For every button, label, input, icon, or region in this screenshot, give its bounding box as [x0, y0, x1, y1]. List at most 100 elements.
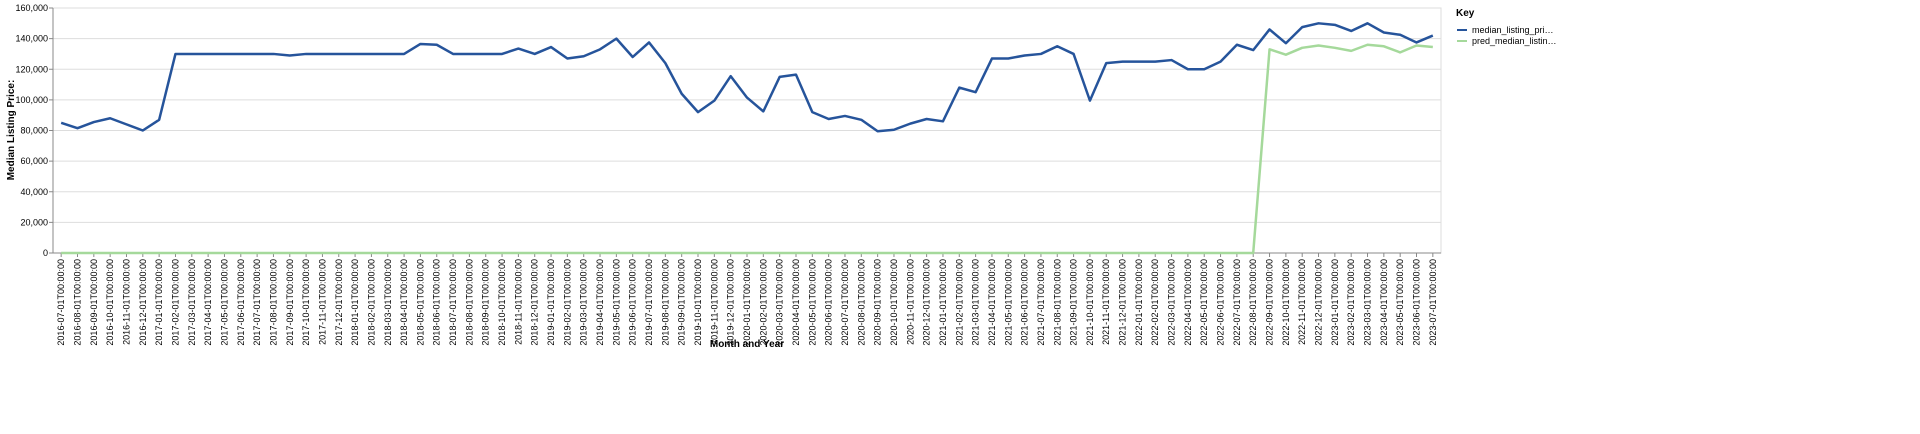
x-tick-label: 2023-05-01T00:00:00 [1395, 259, 1405, 346]
x-tick-label: 2022-01-01T00:00:00 [1134, 259, 1144, 346]
x-tick-label: 2020-02-01T00:00:00 [758, 259, 768, 346]
x-tick-label: 2022-08-01T00:00:00 [1248, 259, 1258, 346]
x-tick-label: 2017-09-01T00:00:00 [285, 259, 295, 346]
x-tick-label: 2022-11-01T00:00:00 [1297, 259, 1307, 345]
y-tick-label: 60,000 [20, 156, 48, 166]
x-tick-label: 2018-04-01T00:00:00 [399, 259, 409, 346]
x-tick-label: 2018-10-01T00:00:00 [497, 259, 507, 346]
x-tick-label: 2017-05-01T00:00:00 [219, 259, 229, 346]
x-tick-label: 2017-08-01T00:00:00 [268, 259, 278, 346]
x-tick-label: 2017-03-01T00:00:00 [187, 259, 197, 346]
x-tick-label: 2023-02-01T00:00:00 [1346, 259, 1356, 346]
x-tick-label: 2016-08-01T00:00:00 [72, 259, 82, 346]
x-tick-label: 2019-08-01T00:00:00 [660, 259, 670, 346]
x-tick-label: 2018-12-01T00:00:00 [530, 259, 540, 346]
x-tick-label: 2016-12-01T00:00:00 [138, 259, 148, 346]
x-tick-label: 2021-06-01T00:00:00 [1020, 259, 1030, 346]
x-tick-label: 2021-02-01T00:00:00 [954, 259, 964, 346]
x-tick-label: 2021-12-01T00:00:00 [1118, 259, 1128, 346]
x-tick-label: 2018-01-01T00:00:00 [350, 259, 360, 346]
x-tick-label: 2017-12-01T00:00:00 [334, 259, 344, 346]
y-tick-label: 0 [43, 248, 48, 258]
x-tick-label: 2020-09-01T00:00:00 [873, 259, 883, 346]
x-tick-label: 2017-10-01T00:00:00 [301, 259, 311, 346]
x-tick-label: 2020-07-01T00:00:00 [840, 259, 850, 346]
x-tick-label: 2019-02-01T00:00:00 [562, 259, 572, 346]
x-tick-label: 2023-04-01T00:00:00 [1379, 259, 1389, 346]
x-tick-label: 2016-09-01T00:00:00 [89, 259, 99, 346]
legend-label: pred_median_listin… [1472, 36, 1557, 46]
x-tick-label: 2018-08-01T00:00:00 [464, 259, 474, 346]
x-tick-label: 2016-10-01T00:00:00 [105, 259, 115, 346]
y-tick-label: 80,000 [20, 126, 48, 136]
x-tick-label: 2017-11-01T00:00:00 [317, 259, 327, 345]
x-tick-label: 2019-03-01T00:00:00 [579, 259, 589, 346]
x-tick-label: 2021-03-01T00:00:00 [971, 259, 981, 346]
series-line [61, 43, 1433, 255]
x-axis-title: Month and Year [710, 339, 784, 350]
x-tick-label: 2020-01-01T00:00:00 [742, 259, 752, 346]
x-tick-label: 2020-04-01T00:00:00 [791, 259, 801, 346]
x-tick-label: 2022-03-01T00:00:00 [1167, 259, 1177, 346]
y-tick-label: 160,000 [15, 3, 48, 13]
x-tick-label: 2021-08-01T00:00:00 [1052, 259, 1062, 346]
x-tick-label: 2017-07-01T00:00:00 [252, 259, 262, 346]
x-tick-label: 2016-11-01T00:00:00 [121, 259, 131, 345]
x-tick-label: 2018-11-01T00:00:00 [513, 259, 523, 345]
x-tick-label: 2023-07-01T00:00:00 [1428, 259, 1438, 346]
x-tick-label: 2020-08-01T00:00:00 [856, 259, 866, 346]
y-tick-label: 20,000 [20, 217, 48, 227]
x-tick-label: 2019-05-01T00:00:00 [611, 259, 621, 346]
x-tick-label: 2023-03-01T00:00:00 [1363, 259, 1373, 346]
legend-title: Key [1456, 8, 1475, 19]
y-axis-title: Median Listing Price: [6, 80, 17, 181]
x-tick-label: 2022-04-01T00:00:00 [1183, 259, 1193, 346]
x-tick-label: 2019-04-01T00:00:00 [595, 259, 605, 346]
x-tick-label: 2018-07-01T00:00:00 [448, 259, 458, 346]
x-tick-label: 2022-07-01T00:00:00 [1232, 259, 1242, 346]
x-tick-label: 2022-09-01T00:00:00 [1265, 259, 1275, 346]
series-line [60, 22, 1434, 133]
x-tick-label: 2016-07-01T00:00:00 [56, 259, 66, 346]
x-tick-label: 2023-01-01T00:00:00 [1330, 259, 1340, 346]
x-tick-label: 2020-03-01T00:00:00 [775, 259, 785, 346]
x-tick-label: 2022-12-01T00:00:00 [1314, 259, 1324, 346]
x-tick-label: 2021-10-01T00:00:00 [1085, 259, 1095, 346]
x-tick-label: 2020-05-01T00:00:00 [807, 259, 817, 346]
x-tick-label: 2020-10-01T00:00:00 [889, 259, 899, 346]
y-tick-label: 100,000 [15, 95, 48, 105]
x-tick-label: 2020-11-01T00:00:00 [905, 259, 915, 345]
x-tick-label: 2021-11-01T00:00:00 [1101, 259, 1111, 345]
x-tick-label: 2021-09-01T00:00:00 [1069, 259, 1079, 346]
x-tick-label: 2021-01-01T00:00:00 [938, 259, 948, 346]
x-tick-label: 2019-01-01T00:00:00 [546, 259, 556, 346]
x-tick-label: 2021-07-01T00:00:00 [1036, 259, 1046, 346]
x-tick-label: 2017-02-01T00:00:00 [170, 259, 180, 346]
y-tick-label: 120,000 [15, 64, 48, 74]
x-tick-label: 2019-10-01T00:00:00 [693, 259, 703, 346]
x-tick-label: 2021-05-01T00:00:00 [1003, 259, 1013, 346]
x-tick-label: 2020-12-01T00:00:00 [922, 259, 932, 346]
x-tick-label: 2022-10-01T00:00:00 [1281, 259, 1291, 346]
x-tick-label: 2017-04-01T00:00:00 [203, 259, 213, 346]
y-tick-label: 140,000 [15, 34, 48, 44]
x-tick-label: 2021-04-01T00:00:00 [987, 259, 997, 346]
x-tick-label: 2022-02-01T00:00:00 [1150, 259, 1160, 346]
y-tick-label: 40,000 [20, 187, 48, 197]
x-tick-label: 2018-09-01T00:00:00 [481, 259, 491, 346]
x-tick-label: 2022-06-01T00:00:00 [1216, 259, 1226, 346]
x-tick-label: 2022-05-01T00:00:00 [1199, 259, 1209, 346]
x-tick-label: 2019-07-01T00:00:00 [644, 259, 654, 346]
x-tick-label: 2019-09-01T00:00:00 [677, 259, 687, 346]
x-tick-label: 2018-05-01T00:00:00 [415, 259, 425, 346]
x-tick-label: 2018-06-01T00:00:00 [432, 259, 442, 346]
x-tick-label: 2019-12-01T00:00:00 [726, 259, 736, 346]
x-tick-label: 2018-03-01T00:00:00 [383, 259, 393, 346]
x-tick-label: 2019-11-01T00:00:00 [709, 259, 719, 345]
x-tick-label: 2018-02-01T00:00:00 [366, 259, 376, 346]
x-tick-label: 2019-06-01T00:00:00 [628, 259, 638, 346]
x-tick-label: 2017-06-01T00:00:00 [236, 259, 246, 346]
x-tick-label: 2023-06-01T00:00:00 [1412, 259, 1422, 346]
x-tick-label: 2020-06-01T00:00:00 [824, 259, 834, 346]
